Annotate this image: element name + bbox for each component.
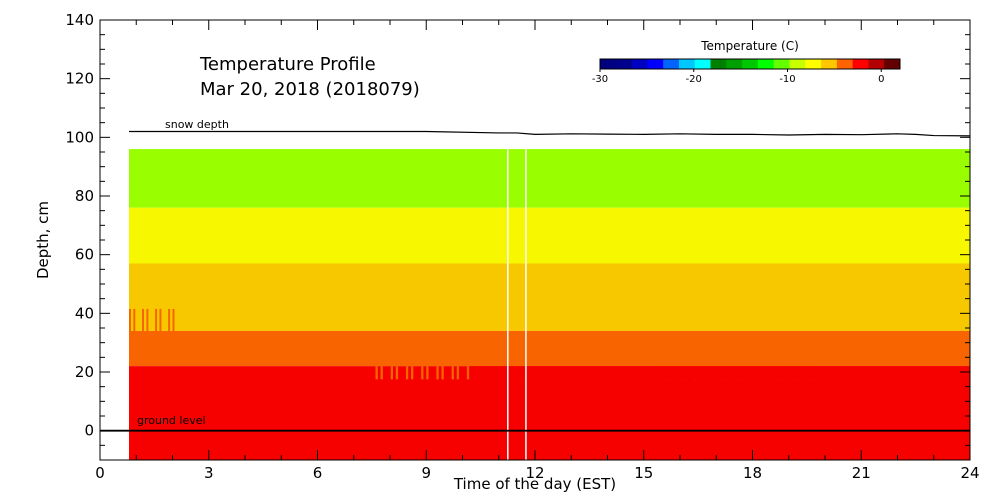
colorbar-swatch xyxy=(678,59,696,69)
warm-flicker-mark xyxy=(456,366,459,380)
colorbar-swatch xyxy=(757,59,775,69)
warm-flicker-mark xyxy=(168,308,171,331)
warm-flicker-mark xyxy=(441,366,444,380)
x-tick-label: 18 xyxy=(743,464,762,482)
colorbar-swatch xyxy=(647,59,664,69)
colorbar-swatch xyxy=(789,59,806,69)
colorbar-swatch xyxy=(615,59,633,69)
warm-flicker-mark xyxy=(395,366,399,380)
warm-flicker-mark xyxy=(436,366,439,380)
colorbar-swatch xyxy=(631,59,648,69)
x-axis-label: Time of the day (EST) xyxy=(453,475,616,493)
snow-depth-label: snow depth xyxy=(165,118,229,131)
colorbar-swatch xyxy=(742,59,759,69)
temperature-anomalies xyxy=(129,263,970,380)
colorbar-swatch xyxy=(852,59,869,69)
y-tick-label: 20 xyxy=(75,363,94,381)
cool-flicker-mark xyxy=(912,263,914,287)
axes: 0 3 6 9 12 15 18 21 24 0 20 40 60 80 100 120 140 xyxy=(65,11,979,482)
warm-flicker-mark xyxy=(133,308,136,331)
colorbar-swatch xyxy=(726,59,743,69)
x-tick-label: 6 xyxy=(313,464,323,482)
y-tick-label: 60 xyxy=(75,246,94,264)
temperature-band-2 xyxy=(129,263,970,331)
colorbar-swatch xyxy=(868,59,885,69)
temperature-band-4 xyxy=(129,366,970,460)
y-tick-label: 80 xyxy=(75,187,94,205)
warm-flicker-mark xyxy=(466,366,470,380)
temperature-band-3 xyxy=(129,330,970,367)
warm-flicker-mark xyxy=(146,308,149,331)
warm-flicker-mark xyxy=(172,308,175,331)
colorbar-tick-label: -10 xyxy=(779,74,795,85)
y-tick-label: 140 xyxy=(65,11,94,29)
temperature-bands xyxy=(129,149,970,460)
snow-depth-line xyxy=(129,130,971,137)
warm-flicker-mark xyxy=(129,308,131,331)
warm-flicker-mark xyxy=(155,308,158,331)
temperature-band-1 xyxy=(129,207,970,264)
x-tick-label: 0 xyxy=(95,464,105,482)
cool-layer-drop xyxy=(933,263,970,287)
warm-flicker-mark xyxy=(159,308,162,331)
colorbar-swatch xyxy=(821,59,838,69)
cool-flicker-mark xyxy=(922,263,925,287)
y-tick-label: 120 xyxy=(65,70,94,88)
y-tick-label: 40 xyxy=(75,304,94,322)
colorbar-swatch xyxy=(663,59,680,69)
x-tick-label: 21 xyxy=(852,464,871,482)
colorbar-swatch xyxy=(884,59,901,69)
colorbar-tick-label: -30 xyxy=(592,74,608,85)
warm-flicker-mark xyxy=(390,366,394,380)
x-tick-label: 12 xyxy=(525,464,544,482)
x-tick-label: 3 xyxy=(204,464,214,482)
x-tick-label: 9 xyxy=(421,464,431,482)
data-gap-lines xyxy=(507,149,527,460)
x-tick-label: 24 xyxy=(960,464,979,482)
warm-flicker-mark xyxy=(426,366,429,380)
temperature-band-0 xyxy=(129,149,970,208)
warm-flicker-mark xyxy=(421,366,424,380)
cool-flicker-mark xyxy=(930,263,932,287)
colorbar-tick-label: 0 xyxy=(878,74,884,85)
y-axis-label: Depth, cm xyxy=(34,201,52,279)
warm-flicker-mark xyxy=(451,366,454,380)
colorbar-swatch xyxy=(710,59,727,69)
reference-lines xyxy=(100,130,971,432)
colorbar-tick-label: -20 xyxy=(686,74,702,85)
y-tick-label: 100 xyxy=(65,128,94,146)
chart-subtitle: Mar 20, 2018 (2018079) xyxy=(200,79,420,100)
x-tick-label: 15 xyxy=(634,464,653,482)
colorbar-title: Temperature (C) xyxy=(700,39,799,53)
cool-flicker-mark xyxy=(919,263,921,287)
cool-flicker-mark xyxy=(908,263,911,287)
warm-flicker-mark xyxy=(142,308,145,331)
colorbar-swatch xyxy=(773,59,790,69)
warm-flicker-mark xyxy=(375,366,378,380)
colorbar-swatch xyxy=(805,59,822,69)
red-layer-rise xyxy=(469,366,970,380)
colorbar-swatch xyxy=(694,59,712,69)
colorbar-legend: Temperature (C) -30 -20 -10 0 xyxy=(592,39,901,85)
colorbar-swatch xyxy=(600,59,617,69)
warm-flicker-mark xyxy=(380,366,383,380)
colorbar-frame xyxy=(599,58,901,70)
chart-title: Temperature Profile xyxy=(199,54,376,75)
y-tick-label: 0 xyxy=(84,422,94,440)
colorbar-swatch xyxy=(836,59,854,69)
warm-flicker-mark xyxy=(411,366,414,380)
warm-flicker-mark xyxy=(405,366,409,380)
ground-level-label: ground level xyxy=(137,414,206,427)
